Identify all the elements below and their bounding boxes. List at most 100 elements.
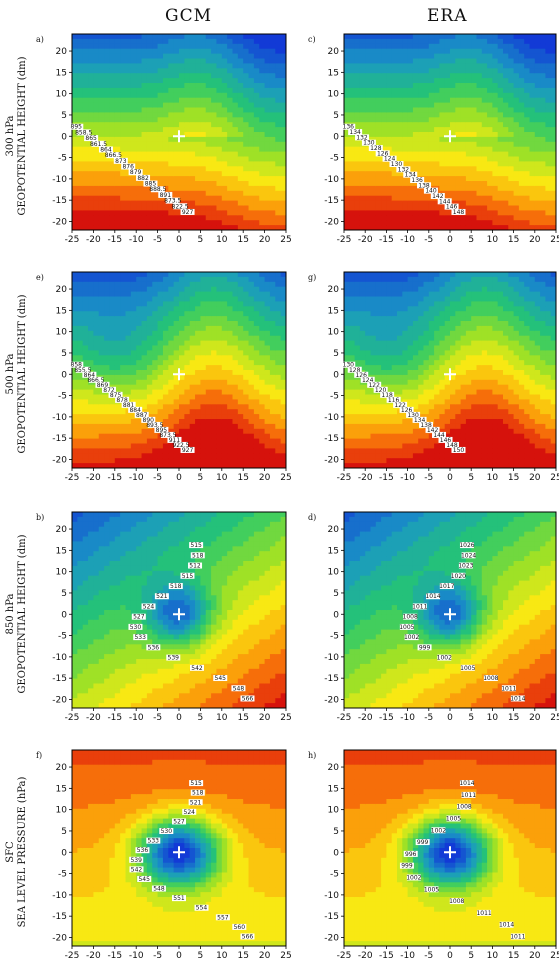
contour-cell: [98, 225, 105, 230]
contour-cell: [168, 141, 175, 148]
contour-cell: [248, 146, 255, 153]
contour-cell: [450, 185, 456, 192]
x-tick-label: 25: [550, 235, 559, 245]
contour-cell: [114, 272, 121, 278]
contour-cell: [412, 127, 419, 133]
contour-cell: [264, 151, 271, 158]
contour-cell: [524, 215, 531, 221]
contour-cell: [88, 171, 94, 177]
contour-cell: [146, 195, 153, 202]
contour-cell: [513, 181, 520, 187]
contour-cell: [77, 43, 84, 50]
contour-cell: [253, 83, 260, 89]
contour-cell: [162, 43, 169, 50]
contour-cell: [162, 102, 169, 109]
contour-cell: [381, 43, 387, 50]
contour-cell: [104, 365, 111, 371]
contour-cell: [216, 83, 223, 89]
contour-cell: [189, 122, 196, 128]
contour-cell: [412, 146, 419, 153]
contour-cell: [365, 73, 372, 79]
contour-cell: [275, 321, 282, 327]
contour-cell: [109, 306, 116, 312]
contour-cell: [173, 112, 180, 118]
contour-cell: [275, 141, 282, 148]
contour-cell: [152, 276, 159, 283]
contour-cell: [275, 102, 282, 109]
contour-cell: [189, 272, 196, 278]
contour-cell: [179, 291, 185, 298]
contour-cell: [232, 107, 239, 113]
contour-cell: [269, 365, 276, 371]
contour-cell: [248, 335, 255, 342]
contour-cell: [216, 281, 223, 288]
contour-cell: [375, 156, 382, 162]
contour-cell: [508, 215, 515, 221]
contour-cell: [130, 220, 137, 226]
contour-label: 865: [84, 135, 99, 142]
contour-cell: [120, 48, 127, 55]
contour-cell: [513, 83, 520, 89]
contour-cell: [259, 195, 266, 202]
contour-cell: [481, 185, 488, 192]
contour-cell: [72, 136, 78, 143]
contour-cell: [184, 276, 191, 283]
contour-cell: [540, 146, 546, 153]
contour-cell: [524, 210, 531, 216]
contour-cell: [109, 156, 116, 162]
contour-cell: [248, 443, 255, 449]
contour-label: 136: [341, 123, 356, 131]
contour-cell: [221, 291, 228, 298]
contour-cell: [82, 409, 89, 415]
contour-cell: [157, 87, 164, 94]
contour-cell: [550, 117, 556, 123]
contour-cell: [195, 419, 201, 425]
contour-cell: [275, 127, 282, 133]
contour-cell: [114, 136, 121, 143]
contour-cell: [492, 48, 499, 55]
contour-cell: [88, 325, 94, 332]
contour-cell: [375, 176, 382, 182]
contour-cell: [508, 58, 515, 64]
contour-cell: [518, 210, 525, 216]
contour-cell: [450, 83, 456, 89]
contour-cell: [269, 181, 276, 187]
contour-cell: [146, 92, 153, 99]
contour-cell: [450, 220, 456, 226]
contour-cell: [221, 97, 228, 104]
contour-cell: [439, 185, 446, 192]
contour-cell: [184, 453, 191, 459]
contour-cell: [136, 360, 143, 366]
contour-cell: [259, 276, 266, 283]
contour-cell: [221, 350, 228, 356]
contour-cell: [365, 102, 372, 109]
contour-cell: [162, 409, 169, 415]
contour-cell: [545, 117, 552, 123]
contour-cell: [104, 97, 111, 104]
contour-cell: [465, 48, 472, 55]
contour-cell: [259, 225, 266, 230]
contour-cell: [269, 286, 276, 293]
contour-cell: [179, 394, 185, 400]
contour-cell: [248, 272, 255, 278]
contour-cell: [391, 48, 398, 55]
contour-cell: [72, 463, 78, 468]
contour-cell: [269, 176, 276, 182]
contour-cell: [114, 316, 121, 322]
contour-cell: [162, 87, 169, 94]
contour-cell: [82, 117, 89, 123]
contour-cell: [460, 181, 467, 187]
contour-cell: [269, 463, 276, 468]
contour-cell: [476, 210, 483, 216]
contour-cell: [173, 176, 180, 182]
contour-cell: [232, 190, 239, 197]
contour-cell: [471, 181, 478, 187]
contour-cell: [280, 379, 286, 386]
contour-cell: [545, 83, 552, 89]
contour-cell: [534, 141, 541, 148]
contour-cell: [130, 225, 137, 230]
contour-label: 885: [143, 180, 158, 188]
contour-cell: [72, 316, 78, 322]
contour-cell: [444, 156, 451, 162]
contour-cell: [114, 463, 121, 468]
